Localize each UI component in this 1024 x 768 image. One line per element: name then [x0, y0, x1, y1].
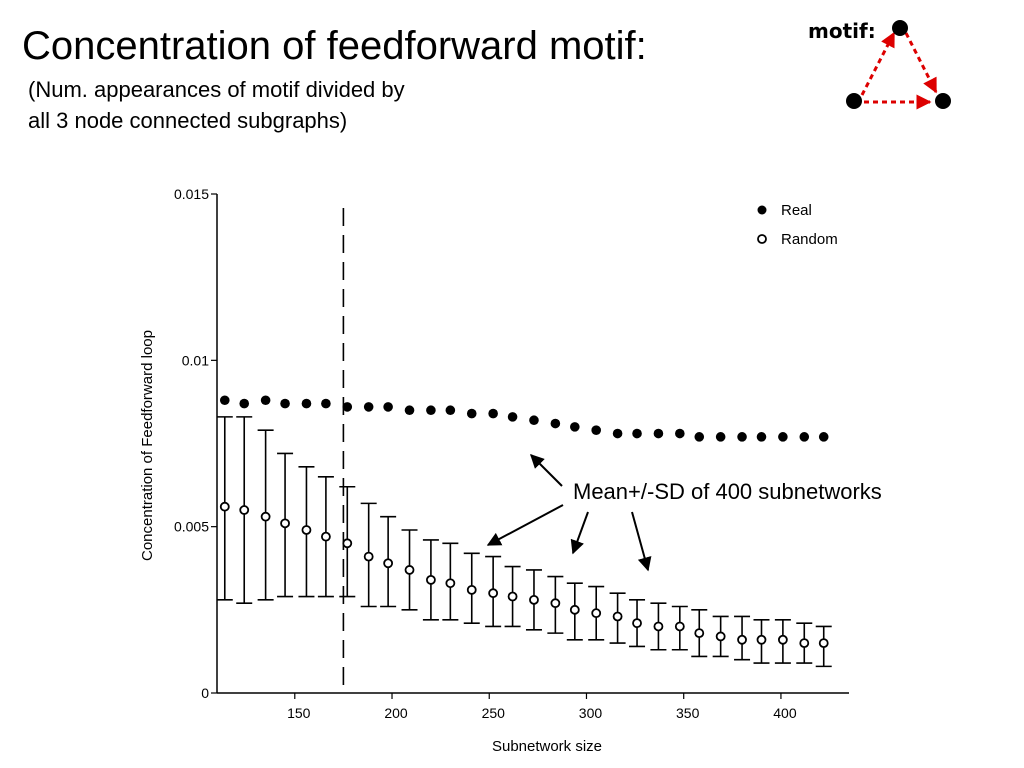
y-axis-label: Concentration of Feedforward loop: [139, 330, 156, 561]
slide-title: Concentration of feedforward motif:: [22, 24, 647, 68]
legend-real-marker: [757, 205, 767, 215]
random-point: [674, 621, 685, 632]
real-point: [301, 398, 312, 409]
y-tick-label: 0.015: [174, 186, 209, 202]
real-point: [426, 405, 436, 416]
real-point: [404, 405, 415, 416]
random-point: [529, 594, 539, 605]
real-point: [529, 415, 539, 426]
slide-subtitle-line-1: (Num. appearances of motif divided by: [28, 77, 405, 102]
random-point: [426, 574, 436, 585]
x-tick-label: 250: [482, 705, 506, 721]
real-point: [239, 398, 250, 409]
random-point: [715, 631, 726, 642]
annotation-arrow-real: [530, 454, 563, 487]
annotation-arrow-left: [486, 504, 564, 546]
legend: Real Random: [757, 202, 838, 248]
real-point: [550, 418, 561, 429]
real-point: [445, 405, 456, 416]
random-point: [466, 584, 477, 595]
x-axis-label: Subnetwork size: [492, 738, 602, 755]
random-point: [383, 558, 394, 569]
real-point: [756, 432, 767, 442]
random-point: [320, 531, 331, 542]
annotation-arrow-middle: [570, 511, 589, 555]
random-point: [445, 578, 456, 589]
random-point: [301, 525, 312, 535]
real-point: [342, 402, 353, 412]
motif-node-top: [892, 20, 908, 36]
real-point: [799, 432, 810, 442]
random-point: [632, 618, 642, 629]
random-point: [737, 634, 747, 645]
random-point: [488, 588, 499, 599]
real-point: [778, 432, 788, 442]
random-point: [756, 634, 767, 645]
random-point: [777, 634, 788, 645]
annotation-arrow-right: [631, 511, 652, 572]
random-point: [363, 551, 374, 562]
real-point: [321, 398, 331, 409]
real-point: [466, 408, 477, 419]
real-point: [570, 422, 580, 432]
random-point: [591, 608, 602, 619]
random-point: [653, 621, 664, 632]
legend-real-label: Real: [781, 202, 812, 219]
annotation-text: Mean+/-SD of 400 subnetworks: [573, 479, 882, 504]
real-point: [737, 432, 747, 442]
real-point: [612, 428, 623, 439]
real-point: [219, 395, 230, 406]
real-point: [280, 398, 290, 409]
x-tick-label: 300: [579, 705, 603, 721]
legend-random-marker: [757, 234, 767, 244]
random-point: [239, 505, 250, 515]
motif-edge-top-to-right: [904, 32, 938, 94]
real-point: [694, 432, 705, 442]
real-point: [591, 425, 601, 435]
slide-subtitle-line-2: all 3 node connected subgraphs): [28, 108, 348, 133]
annotation: Mean+/-SD of 400 subnetworks: [486, 454, 882, 572]
random-point: [342, 538, 353, 549]
real-point: [507, 412, 518, 422]
y-tick-label: 0.01: [182, 352, 209, 368]
legend-random-label: Random: [781, 231, 838, 248]
x-tick-label: 200: [384, 705, 408, 721]
y-tick-label: 0.005: [174, 519, 209, 535]
x-tick-label: 150: [287, 705, 311, 721]
random-point: [219, 501, 230, 512]
x-tick-label: 350: [676, 705, 700, 721]
random-point: [694, 628, 705, 639]
random-point: [818, 638, 829, 648]
motif-node-left: [846, 93, 862, 109]
random-point: [612, 611, 623, 622]
motif-edge-left-to-top: [860, 31, 896, 96]
random-point: [280, 518, 290, 529]
real-point: [818, 432, 829, 442]
random-point: [260, 511, 271, 522]
motif-label: motif:: [808, 19, 876, 43]
x-tick-label: 400: [773, 705, 797, 721]
real-point: [363, 402, 374, 412]
real-point: [653, 428, 664, 439]
real-point: [675, 428, 685, 439]
real-point: [260, 395, 271, 406]
random-point: [507, 591, 518, 602]
random-point: [404, 565, 415, 575]
motif-node-right: [935, 93, 951, 109]
real-point: [632, 428, 642, 439]
real-point: [488, 408, 498, 419]
random-point: [569, 604, 580, 615]
real-point: [383, 402, 393, 412]
random-point: [550, 598, 561, 609]
y-tick-label: 0: [201, 685, 209, 701]
real-point: [715, 432, 726, 442]
random-point: [799, 638, 810, 648]
